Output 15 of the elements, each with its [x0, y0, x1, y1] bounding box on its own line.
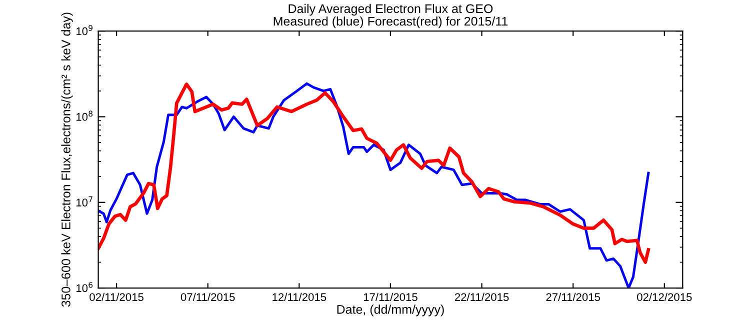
x-axis-title: Date, (dd/mm/yyyy) [337, 304, 444, 316]
y-tick-label: 10$^{7}$ [76, 196, 92, 206]
y-tick-label: 10$^{6}$ [76, 282, 93, 292]
chart-title: Daily Averaged Electron Flux at GEO [288, 4, 493, 16]
x-tick-label: 17/11/2015 [364, 292, 418, 302]
x-tick-label: 27/11/2015 [546, 292, 600, 302]
chart-subtitle: Measured (blue) Forecast(red) for 2015/11 [274, 16, 508, 28]
y-axis-title: 350–600 keV Electron Flux,electrons/(cm² s keV day) [61, 12, 73, 307]
x-tick-label: 02/12/2015 [637, 292, 692, 302]
x-tick-label: 02/11/2015 [90, 292, 144, 302]
x-tick-label: 07/11/2015 [180, 292, 235, 302]
y-tick-label: 10$^{8}$ [76, 110, 93, 121]
y-tick-label: 10$^{9}$ [76, 25, 93, 36]
x-tick-label: 22/11/2015 [454, 292, 509, 302]
x-tick-label: 12/11/2015 [272, 292, 326, 302]
